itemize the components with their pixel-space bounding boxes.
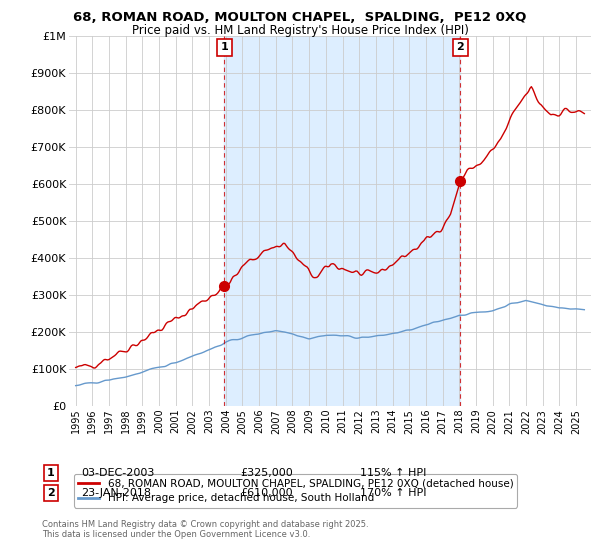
- Legend: 68, ROMAN ROAD, MOULTON CHAPEL, SPALDING, PE12 0XQ (detached house), HPI: Averag: 68, ROMAN ROAD, MOULTON CHAPEL, SPALDING…: [74, 474, 517, 507]
- Text: 2: 2: [47, 488, 55, 498]
- Text: 170% ↑ HPI: 170% ↑ HPI: [360, 488, 427, 498]
- Text: £610,000: £610,000: [240, 488, 293, 498]
- Text: 03-DEC-2003: 03-DEC-2003: [81, 468, 154, 478]
- Text: Contains HM Land Registry data © Crown copyright and database right 2025.
This d: Contains HM Land Registry data © Crown c…: [42, 520, 368, 539]
- Text: 23-JAN-2018: 23-JAN-2018: [81, 488, 151, 498]
- Text: 115% ↑ HPI: 115% ↑ HPI: [360, 468, 427, 478]
- Text: 1: 1: [47, 468, 55, 478]
- Text: 1: 1: [221, 43, 229, 53]
- Text: £325,000: £325,000: [240, 468, 293, 478]
- Text: 68, ROMAN ROAD, MOULTON CHAPEL,  SPALDING,  PE12 0XQ: 68, ROMAN ROAD, MOULTON CHAPEL, SPALDING…: [73, 11, 527, 24]
- Bar: [224, 36, 460, 406]
- Text: 2: 2: [457, 43, 464, 53]
- Text: Price paid vs. HM Land Registry's House Price Index (HPI): Price paid vs. HM Land Registry's House …: [131, 24, 469, 36]
